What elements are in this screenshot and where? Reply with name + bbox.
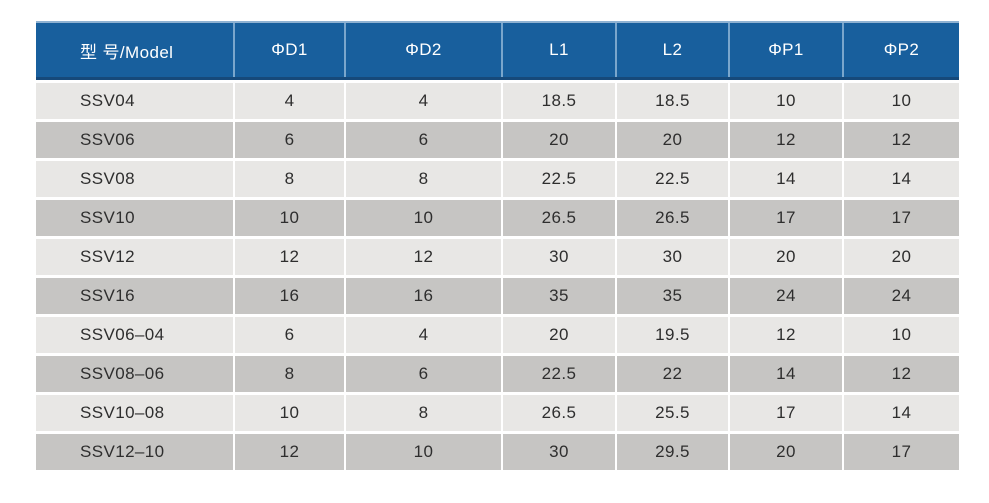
value-cell: 12 (344, 239, 501, 275)
column-header-d1: ΦD1 (233, 23, 344, 77)
table-row: SSV08 8 8 22.5 22.5 14 14 (36, 161, 959, 197)
value-cell: 6 (344, 356, 501, 392)
value-cell: 4 (344, 317, 501, 353)
value-cell: 8 (233, 356, 344, 392)
value-cell: 35 (501, 278, 615, 314)
table-row: SSV12 12 12 30 30 20 20 (36, 239, 959, 275)
table-row: SSV06 6 6 20 20 12 12 (36, 122, 959, 158)
value-cell: 22.5 (501, 161, 615, 197)
value-cell: 20 (501, 122, 615, 158)
value-cell: 14 (842, 395, 959, 431)
value-cell: 4 (233, 83, 344, 119)
value-cell: 30 (501, 239, 615, 275)
model-cell: SSV08 (80, 169, 135, 188)
value-cell: 10 (842, 83, 959, 119)
value-cell: 14 (728, 356, 842, 392)
value-cell: 10 (728, 83, 842, 119)
value-cell: 10 (233, 395, 344, 431)
table-row: SSV06–04 6 4 20 19.5 12 10 (36, 317, 959, 353)
table-row: SSV08–06 8 6 22.5 22 14 12 (36, 356, 959, 392)
table-body: SSV04 4 4 18.5 18.5 10 10 SSV06 6 6 20 20 12 12 SSV08 8… (36, 83, 959, 470)
model-cell: SSV10 (80, 208, 135, 227)
model-cell: SSV12–10 (80, 442, 165, 461)
table-row: SSV12–10 12 10 30 29.5 20 17 (36, 434, 959, 470)
value-cell: 10 (344, 434, 501, 470)
column-header-d2: ΦD2 (344, 23, 501, 77)
value-cell: 20 (728, 434, 842, 470)
table-row: SSV10–08 10 8 26.5 25.5 17 14 (36, 395, 959, 431)
value-cell: 16 (233, 278, 344, 314)
value-cell: 20 (501, 317, 615, 353)
value-cell: 24 (728, 278, 842, 314)
value-cell: 12 (233, 239, 344, 275)
value-cell: 24 (842, 278, 959, 314)
value-cell: 18.5 (501, 83, 615, 119)
value-cell: 8 (344, 395, 501, 431)
column-header-model: 型 号/Model (80, 42, 174, 62)
value-cell: 26.5 (501, 395, 615, 431)
column-header-l1: L1 (501, 23, 615, 77)
model-spec-table: 型 号/Model ΦD1 ΦD2 L1 L2 ΦP1 ΦP2 SSV04 4 4 18.5 18.… (36, 21, 959, 470)
value-cell: 14 (842, 161, 959, 197)
value-cell: 10 (842, 317, 959, 353)
value-cell: 17 (728, 395, 842, 431)
value-cell: 14 (728, 161, 842, 197)
value-cell: 18.5 (615, 83, 728, 119)
column-header-p1: ΦP1 (728, 23, 842, 77)
value-cell: 12 (728, 317, 842, 353)
value-cell: 22.5 (615, 161, 728, 197)
value-cell: 4 (344, 83, 501, 119)
value-cell: 10 (344, 200, 501, 236)
value-cell: 10 (233, 200, 344, 236)
model-cell: SSV08–06 (80, 364, 165, 383)
value-cell: 17 (842, 200, 959, 236)
value-cell: 17 (842, 434, 959, 470)
model-cell: SSV06 (80, 130, 135, 149)
value-cell: 26.5 (501, 200, 615, 236)
model-cell: SSV06–04 (80, 325, 165, 344)
value-cell: 22.5 (501, 356, 615, 392)
model-cell: SSV10–08 (80, 403, 165, 422)
column-header-l2: L2 (615, 23, 728, 77)
model-cell: SSV16 (80, 286, 135, 305)
value-cell: 8 (233, 161, 344, 197)
value-cell: 8 (344, 161, 501, 197)
model-cell: SSV12 (80, 247, 135, 266)
column-header-p2: ΦP2 (842, 23, 959, 77)
value-cell: 35 (615, 278, 728, 314)
table-row: SSV16 16 16 35 35 24 24 (36, 278, 959, 314)
value-cell: 12 (842, 356, 959, 392)
value-cell: 12 (728, 122, 842, 158)
value-cell: 6 (344, 122, 501, 158)
value-cell: 16 (344, 278, 501, 314)
value-cell: 12 (233, 434, 344, 470)
value-cell: 22 (615, 356, 728, 392)
model-cell: SSV04 (80, 91, 135, 110)
value-cell: 20 (842, 239, 959, 275)
value-cell: 29.5 (615, 434, 728, 470)
value-cell: 20 (615, 122, 728, 158)
value-cell: 6 (233, 122, 344, 158)
value-cell: 17 (728, 200, 842, 236)
value-cell: 19.5 (615, 317, 728, 353)
value-cell: 6 (233, 317, 344, 353)
value-cell: 25.5 (615, 395, 728, 431)
value-cell: 12 (842, 122, 959, 158)
value-cell: 30 (615, 239, 728, 275)
value-cell: 30 (501, 434, 615, 470)
value-cell: 20 (728, 239, 842, 275)
table-row: SSV10 10 10 26.5 26.5 17 17 (36, 200, 959, 236)
table-row: SSV04 4 4 18.5 18.5 10 10 (36, 83, 959, 119)
value-cell: 26.5 (615, 200, 728, 236)
table-header-row: 型 号/Model ΦD1 ΦD2 L1 L2 ΦP1 ΦP2 (36, 21, 959, 80)
